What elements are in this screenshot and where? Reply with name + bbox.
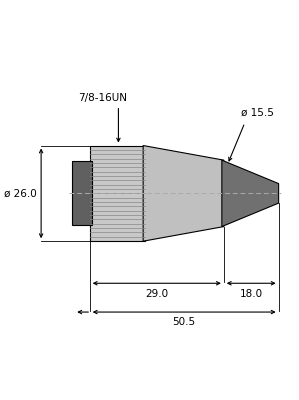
Text: 18.0: 18.0 — [240, 288, 263, 298]
Text: 50.5: 50.5 — [173, 317, 196, 327]
Text: 7/8-16UN: 7/8-16UN — [78, 94, 127, 104]
Polygon shape — [143, 146, 224, 241]
Polygon shape — [222, 160, 279, 226]
Bar — [72, 162, 92, 225]
Text: ø 26.0: ø 26.0 — [4, 188, 37, 198]
Text: 29.0: 29.0 — [145, 288, 168, 298]
Text: ø 15.5: ø 15.5 — [241, 108, 274, 118]
Polygon shape — [90, 146, 145, 241]
